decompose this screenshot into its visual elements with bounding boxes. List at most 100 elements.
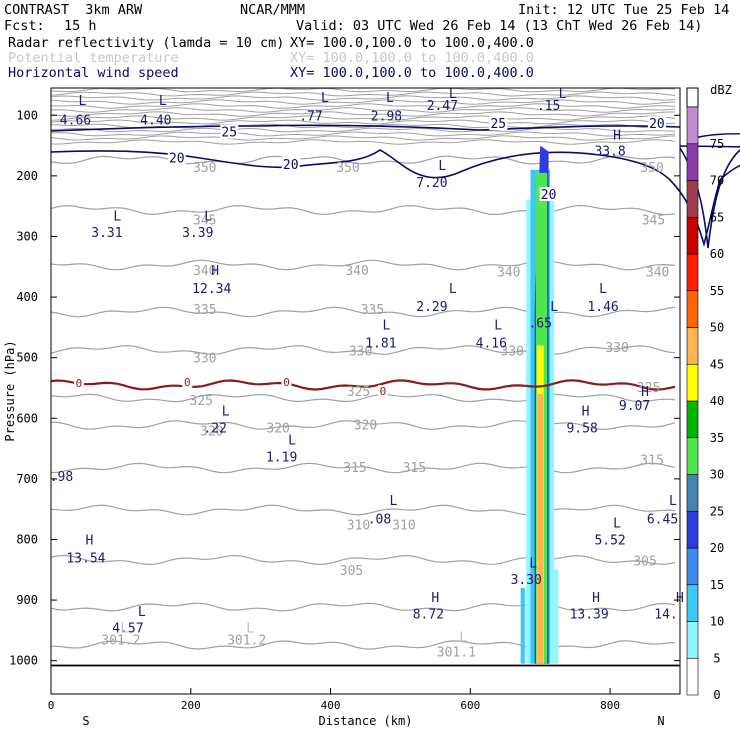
- y-axis-label: Pressure (hPa): [3, 340, 17, 441]
- colorbar-swatch: [686, 474, 699, 512]
- theta-contour-upper: [50, 119, 676, 125]
- extremum-value: 3.39: [182, 226, 213, 241]
- extremum-type: L: [550, 300, 558, 315]
- extremum-value: 5.52: [594, 533, 625, 548]
- theta-contour-upper: [50, 135, 676, 141]
- theta-contour-upper: [50, 91, 676, 97]
- colorbar-label: 25: [710, 504, 724, 518]
- y-tick-label: 900: [16, 593, 38, 607]
- colorbar-swatch: [686, 437, 699, 475]
- theta-contour: [50, 504, 676, 516]
- extremum-type: L: [386, 91, 394, 106]
- theta-contour-upper: [50, 131, 676, 137]
- theta-label: 340: [646, 266, 669, 281]
- extremum-value: 3.30: [511, 573, 542, 588]
- theta-label: 315: [343, 461, 366, 476]
- theta-contour-upper: [50, 99, 676, 105]
- theta-label: 350: [193, 161, 216, 176]
- init-time: Init: 12 UTC Tue 25 Feb 14: [518, 2, 730, 18]
- colorbar-label: 10: [710, 615, 724, 629]
- theta-contour: [50, 393, 676, 403]
- extremum-type: L: [204, 209, 212, 224]
- extremum-type: H: [592, 591, 600, 606]
- theta-label: 325: [190, 394, 213, 409]
- colorbar-label: 65: [710, 210, 724, 224]
- extremum-value: 1.19: [266, 450, 297, 465]
- refl-light-right: [554, 569, 559, 664]
- zero-label-bg: [377, 385, 388, 397]
- colorbar-top: [686, 87, 699, 108]
- colorbar-swatch: [686, 327, 699, 365]
- field-2-name: Potential temperature: [8, 50, 179, 66]
- colorbar-label: 0: [713, 688, 720, 702]
- y-tick-label: 700: [16, 472, 38, 486]
- theta-label: 340: [345, 264, 368, 279]
- theta-label: 335: [193, 303, 216, 318]
- wind-label: 25: [221, 126, 237, 141]
- colorbar-swatch: [686, 253, 699, 292]
- refl-45: [537, 394, 544, 664]
- extremum-value: 4.40: [140, 114, 171, 129]
- theta-contour-upper: [50, 115, 676, 121]
- extremum-type: L: [138, 605, 146, 620]
- theta-contour: [50, 462, 676, 474]
- extremum-type: L: [389, 494, 397, 509]
- plot-frame: [50, 87, 681, 695]
- theta-label: 335: [361, 303, 384, 318]
- y-tick-label: 300: [16, 229, 38, 243]
- theta-contour: [50, 640, 676, 650]
- y-tick-label: 600: [16, 411, 38, 425]
- wind-contour-20: [50, 145, 740, 247]
- extremum-value: 33.8: [594, 144, 625, 159]
- colorbar-swatch: [686, 510, 699, 549]
- extremum-value: 9.07: [619, 399, 650, 414]
- extremum-type: L: [449, 87, 457, 102]
- x-end-left: S: [82, 714, 89, 728]
- colorbar-swatch: [686, 584, 699, 622]
- valid-time: Valid: 03 UTC Wed 26 Feb 14 (13 ChT Wed …: [296, 18, 703, 34]
- colorbar-unit: dBZ: [710, 83, 732, 97]
- theta-label: 340: [497, 266, 520, 281]
- wind-label-bg: [647, 116, 666, 131]
- wind-label-bg: [281, 156, 300, 171]
- extremum-type: L: [113, 209, 121, 224]
- refl-light-left: [520, 587, 525, 664]
- theta-label: 305: [633, 555, 656, 570]
- theta-contour: [50, 259, 676, 271]
- colorbar-label: 5: [713, 651, 720, 665]
- extremum-value: .77: [299, 109, 322, 124]
- extremum-value: 9.58: [566, 421, 597, 436]
- x-end-right: N: [657, 714, 664, 728]
- extremum-value: .22: [203, 421, 226, 436]
- x-axis-label: Distance (km): [319, 714, 413, 728]
- theta-label: 345: [642, 214, 665, 229]
- colorbar-label: 75: [710, 137, 724, 151]
- extremum-type: L: [459, 630, 467, 645]
- extremum-value: .15: [537, 99, 560, 114]
- colorbar-swatch: [686, 621, 699, 659]
- y-tick-label: 500: [16, 351, 38, 365]
- theta-label: 315: [640, 453, 663, 468]
- colorbar-swatch: [686, 106, 699, 145]
- extremum-type: H: [211, 264, 219, 279]
- wind-label-bg: [489, 116, 508, 131]
- y-tick-label: 800: [16, 532, 38, 546]
- zero-label: 0: [76, 377, 83, 390]
- extremum-value: 7.20: [416, 176, 447, 191]
- colorbar-swatch: [686, 216, 699, 255]
- theta-label: 330: [193, 352, 216, 367]
- wind-label-bg: [220, 124, 239, 139]
- extremum-value: 6.45: [647, 512, 678, 527]
- extremum-value: .08: [368, 512, 391, 527]
- wind-label: 25: [490, 117, 506, 132]
- extremum-type: L: [159, 94, 167, 109]
- theta-contour-upper: [50, 103, 676, 109]
- colorbar-swatch: [686, 143, 699, 181]
- field-1-xy: XY= 100.0,100.0 to 100.0,400.0: [290, 35, 534, 51]
- x-tick-label: 200: [181, 699, 201, 712]
- wind-label-bg: [539, 187, 558, 202]
- zero-label-bg: [182, 375, 193, 388]
- colorbar: dBZ 0 5 10 15 20 25 30 35 40 45 50 55 60 65 70 75: [686, 83, 732, 702]
- wind-label-bg: [167, 150, 186, 165]
